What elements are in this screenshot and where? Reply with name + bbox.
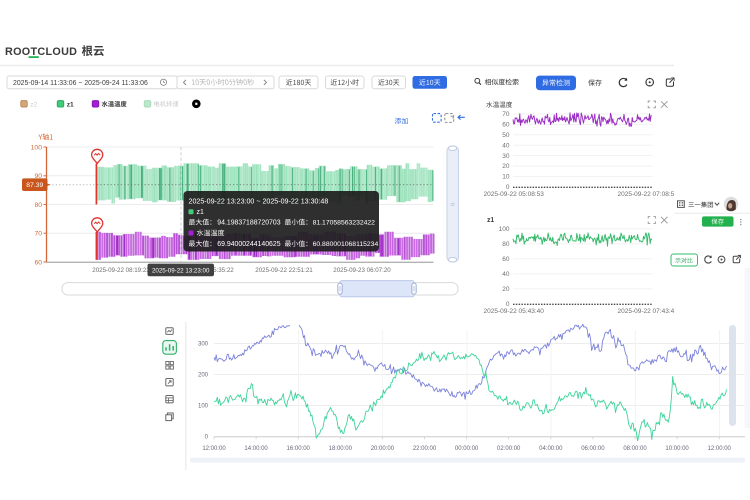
svg-text:14:00:00: 14:00:00 — [244, 446, 268, 452]
svg-text:10:00:00: 10:00:00 — [665, 446, 689, 452]
svg-text:70: 70 — [34, 231, 42, 238]
svg-text:69.94000244140625: 69.94000244140625 — [217, 241, 280, 248]
svg-text:z1: z1 — [67, 101, 74, 108]
svg-text:20: 20 — [502, 163, 510, 170]
svg-text:80: 80 — [502, 241, 510, 248]
svg-text:20: 20 — [502, 286, 510, 293]
svg-text:12:00:00: 12:00:00 — [708, 446, 732, 452]
svg-text:2025-09-14 11:33:06 ~ 2025-09-: 2025-09-14 11:33:06 ~ 2025-09-24 11:33:0… — [13, 80, 148, 87]
svg-text:2025-09-22 05:08:53: 2025-09-22 05:08:53 — [484, 191, 545, 198]
svg-text:02:00:00: 02:00:00 — [497, 446, 521, 452]
svg-text:30: 30 — [502, 153, 510, 160]
svg-text:40: 40 — [502, 271, 510, 278]
svg-text:87.39: 87.39 — [26, 182, 43, 189]
svg-text:18:00:00: 18:00:00 — [329, 446, 353, 452]
svg-text:80: 80 — [34, 202, 42, 209]
svg-text:2025-09-23 06:07:20: 2025-09-23 06:07:20 — [333, 267, 391, 274]
svg-text:06:00:00: 06:00:00 — [581, 446, 605, 452]
svg-text:ROOTCLOUD: ROOTCLOUD — [5, 46, 77, 58]
svg-text:60: 60 — [502, 256, 510, 263]
svg-text:300: 300 — [198, 342, 209, 348]
svg-text:60: 60 — [34, 259, 42, 266]
svg-text:04:00:00: 04:00:00 — [539, 446, 563, 452]
svg-text:20:00:00: 20:00:00 — [371, 446, 395, 452]
svg-text:22:00:00: 22:00:00 — [413, 446, 437, 452]
svg-text:200: 200 — [198, 373, 209, 379]
svg-text:0: 0 — [205, 435, 209, 441]
svg-text:2025-09-22 13:23:00: 2025-09-22 13:23:00 — [152, 267, 210, 274]
svg-text:12:00:00: 12:00:00 — [202, 446, 226, 452]
svg-text:2025-09-22 07:43:4: 2025-09-22 07:43:4 — [618, 308, 675, 315]
svg-text:60.880001068115234: 60.880001068115234 — [313, 241, 379, 248]
svg-text:2025-09-22 05:43:40: 2025-09-22 05:43:40 — [484, 308, 545, 315]
svg-text:08:00:00: 08:00:00 — [623, 446, 647, 452]
svg-text:90: 90 — [34, 173, 42, 180]
svg-text:00:00:00: 00:00:00 — [455, 446, 479, 452]
svg-text:100: 100 — [198, 404, 209, 410]
svg-text:2025-09-22 07:08:5: 2025-09-22 07:08:5 — [618, 191, 675, 198]
svg-text:70: 70 — [502, 111, 510, 118]
svg-text:10: 10 — [502, 174, 510, 181]
svg-text:16:00:00: 16:00:00 — [287, 446, 311, 452]
svg-text:81.17058563232422: 81.17058563232422 — [313, 220, 376, 227]
svg-text:60: 60 — [502, 122, 510, 129]
svg-text:z1: z1 — [197, 209, 205, 216]
svg-text:40: 40 — [502, 142, 510, 149]
svg-text:50: 50 — [502, 132, 510, 139]
svg-text:100: 100 — [499, 226, 510, 233]
svg-text:0: 0 — [506, 301, 510, 308]
svg-text:0: 0 — [506, 184, 510, 191]
svg-text:2025-09-22 08:19:23: 2025-09-22 08:19:23 — [92, 267, 150, 274]
svg-text:2025-09-22 22:51:21: 2025-09-22 22:51:21 — [255, 267, 313, 274]
svg-text:94.19837188720703: 94.19837188720703 — [217, 220, 280, 227]
svg-text:z2: z2 — [30, 101, 37, 108]
svg-text:100: 100 — [31, 144, 43, 151]
svg-text:2025-09-22 13:23:00 ~ 2025-09-: 2025-09-22 13:23:00 ~ 2025-09-22 13:30:4… — [189, 198, 329, 206]
